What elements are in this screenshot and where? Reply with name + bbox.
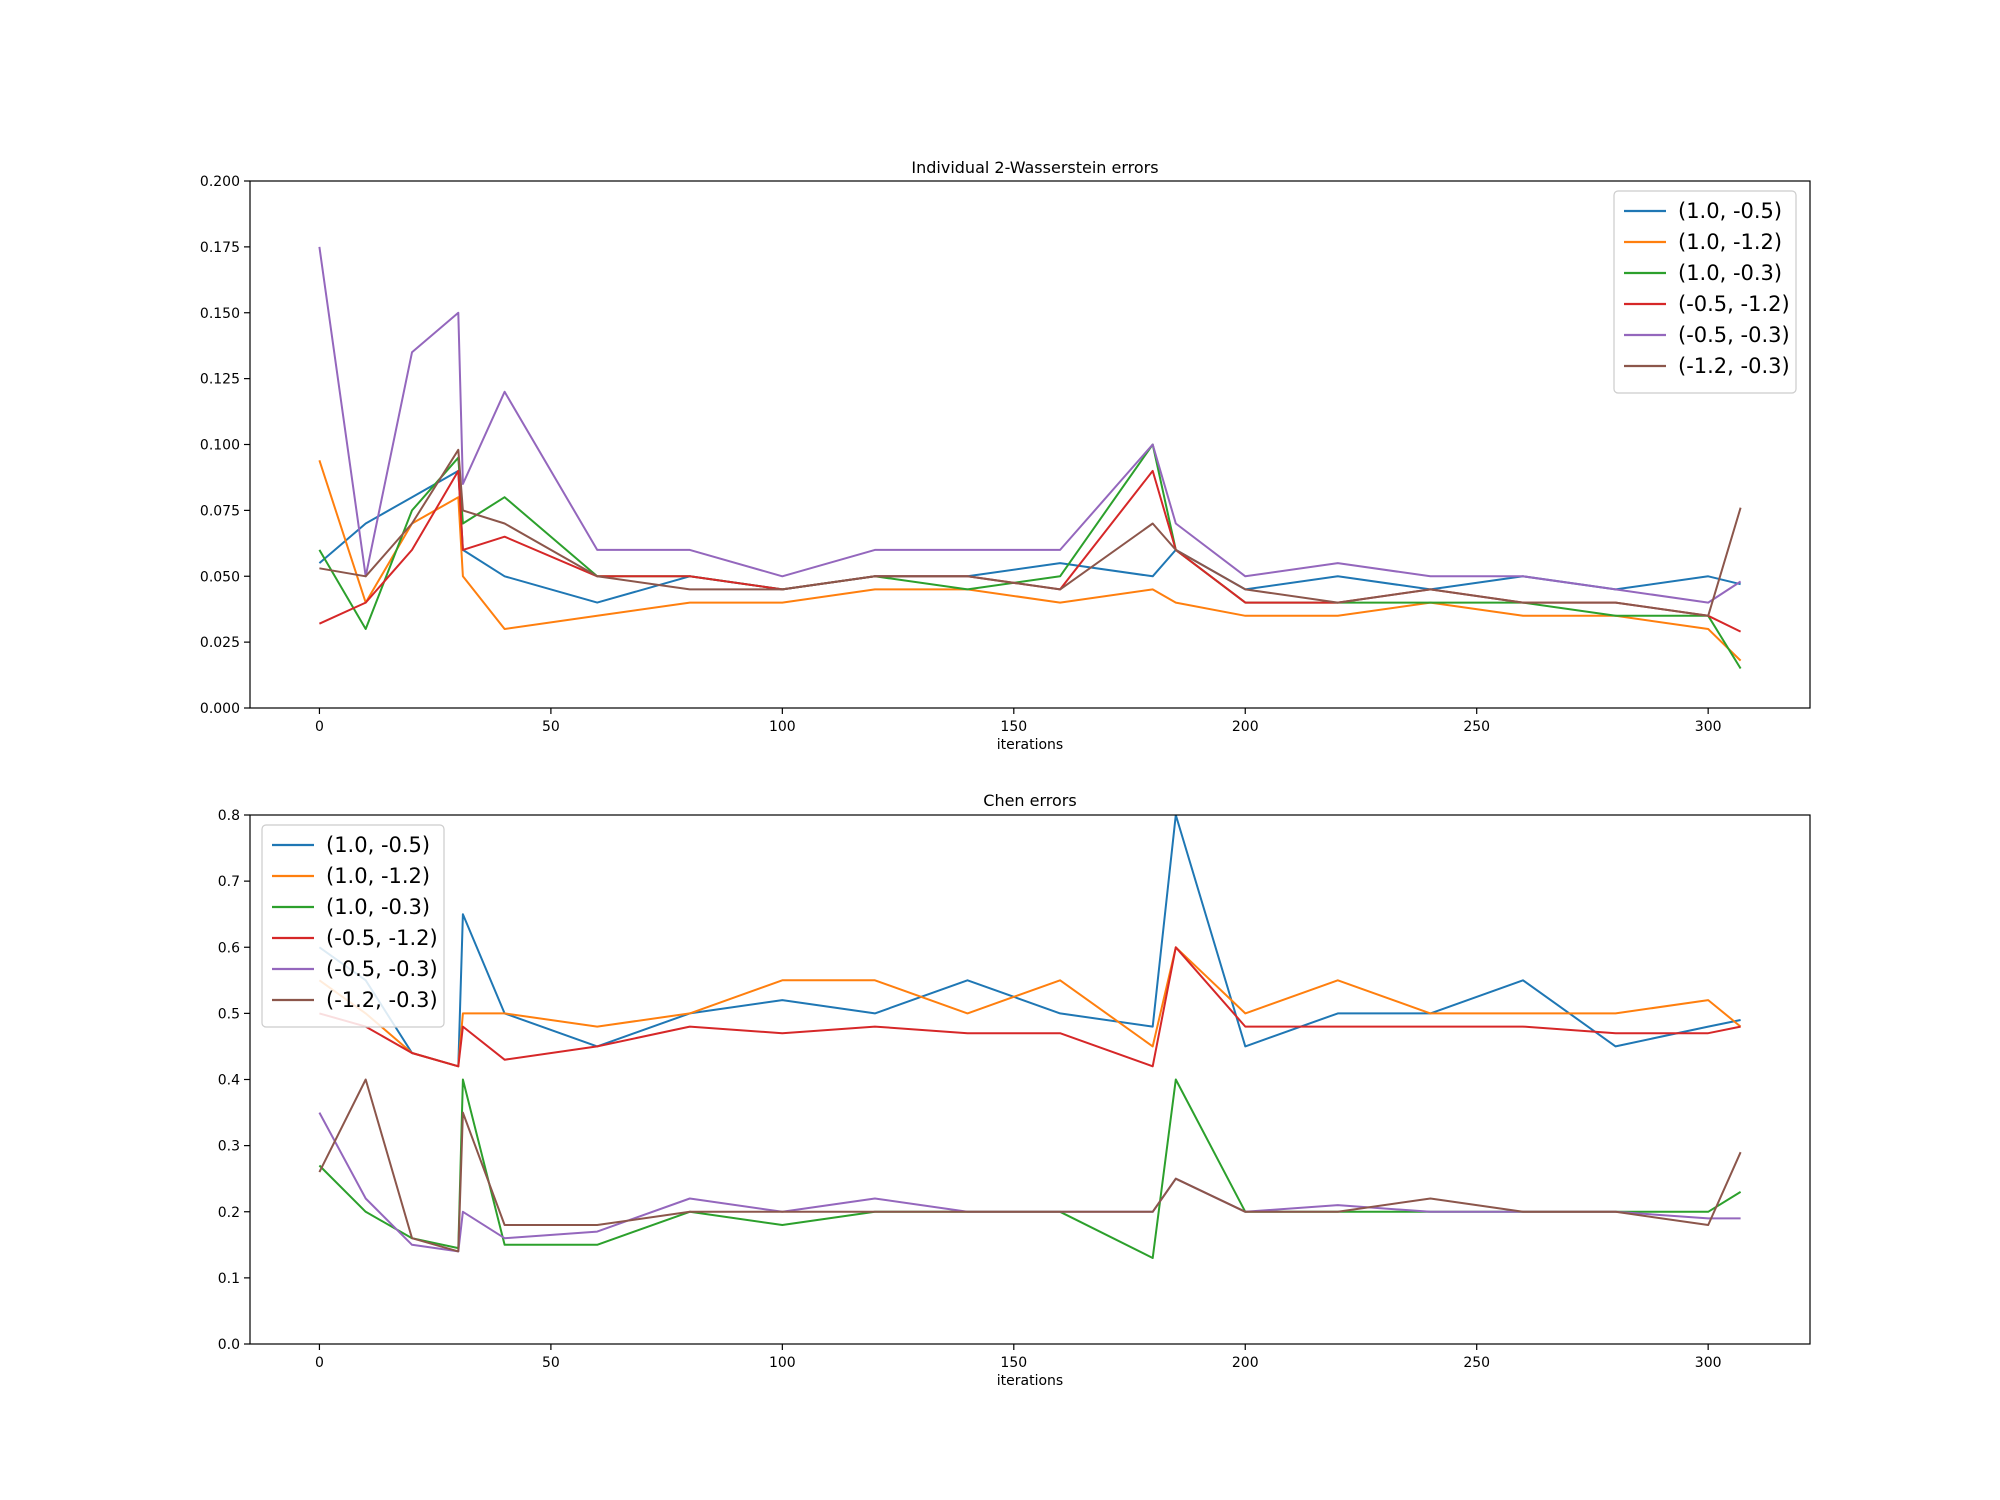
- x-tick-label: 0: [315, 1355, 324, 1371]
- x-tick-label: 250: [1463, 1355, 1490, 1371]
- x-tick-label: 300: [1695, 1355, 1722, 1371]
- series-line-6: [319, 448, 1742, 617]
- chen-errors-chart: Chen errors 0 50 100 150 200 250 300 0.0 0.1 0.2…: [218, 791, 1811, 1389]
- legend-entry: (-0.5, -1.2): [326, 926, 438, 950]
- y-tick-label: 0.2: [218, 1205, 240, 1221]
- y-tick-label: 0.100: [200, 438, 240, 454]
- chart-title: Individual 2-Wasserstein errors: [911, 158, 1158, 177]
- wasserstein-errors-chart: Individual 2-Wasserstein errors 0 50 100 15…: [200, 158, 1811, 753]
- axes-frame: [249, 814, 1811, 1345]
- chart-title: Chen errors: [983, 791, 1076, 810]
- plot-area: [318, 246, 1742, 670]
- x-axis: 0 50 100 150 200 250 300: [315, 1344, 1722, 1371]
- legend-entry: (1.0, -1.2): [1678, 230, 1782, 254]
- x-tick-label: 150: [1000, 719, 1027, 735]
- x-tick-label: 200: [1232, 1355, 1259, 1371]
- legend-entry: (-0.5, -0.3): [326, 957, 438, 981]
- y-tick-label: 0.5: [218, 1006, 240, 1022]
- y-tick-label: 0.175: [200, 240, 240, 256]
- y-tick-label: 0.000: [200, 701, 240, 717]
- y-tick-label: 0.025: [200, 635, 240, 651]
- y-tick-label: 0.8: [218, 808, 240, 824]
- y-tick-label: 0.050: [200, 569, 240, 585]
- series-line-3: [318, 443, 1742, 670]
- legend-entry: (1.0, -0.5): [1678, 199, 1782, 223]
- x-axis-label: iterations: [997, 737, 1063, 753]
- y-tick-label: 0.6: [218, 940, 240, 956]
- series-line-2: [318, 946, 1742, 1068]
- legend-entry: (1.0, -1.2): [326, 864, 430, 888]
- x-tick-label: 50: [542, 719, 560, 735]
- x-tick-label: 300: [1695, 719, 1722, 735]
- series-line-1: [318, 469, 1741, 604]
- legend-entry: (1.0, -0.3): [326, 895, 430, 919]
- series-line-6: [318, 1078, 1742, 1253]
- y-tick-label: 0.7: [218, 874, 240, 890]
- y-axis: 0.000 0.025 0.050 0.075 0.100 0.125 0.150 0.175…: [200, 174, 250, 717]
- x-axis: 0 50 100 150 200 250 300: [315, 708, 1722, 735]
- y-tick-label: 0.125: [200, 372, 240, 388]
- x-tick-label: 200: [1232, 719, 1259, 735]
- series-line-1: [318, 815, 1741, 1068]
- series-line-4: [318, 469, 1742, 633]
- y-tick-label: 0.1: [218, 1271, 240, 1287]
- plot-area: [318, 815, 1742, 1259]
- y-tick-label: 0.200: [200, 174, 240, 190]
- x-tick-label: 50: [542, 1355, 560, 1371]
- y-tick-label: 0.0: [218, 1337, 240, 1353]
- legend: (1.0, -0.5) (1.0, -1.2) (1.0, -0.3) (-0.5, …: [1613, 190, 1797, 394]
- legend-entry: (-1.2, -0.3): [1678, 354, 1790, 378]
- legend-entry: (1.0, -0.5): [326, 833, 430, 857]
- y-tick-label: 0.150: [200, 306, 240, 322]
- y-axis: 0.0 0.1 0.2 0.3 0.4 0.5 0.6 0.7 0.8: [218, 808, 250, 1353]
- x-axis-label: iterations: [997, 1373, 1063, 1389]
- series-line-5: [318, 246, 1742, 604]
- x-tick-label: 0: [315, 719, 324, 735]
- legend-entry: (-0.5, -0.3): [1678, 323, 1790, 347]
- legend-entry: (-1.2, -0.3): [326, 988, 438, 1012]
- y-tick-label: 0.3: [218, 1139, 240, 1155]
- x-tick-label: 100: [769, 719, 796, 735]
- legend: (1.0, -0.5) (1.0, -1.2) (1.0, -0.3) (-0.5, …: [261, 824, 445, 1028]
- x-tick-label: 250: [1463, 719, 1490, 735]
- x-tick-label: 150: [1000, 1355, 1027, 1371]
- series-line-4: [319, 946, 1741, 1068]
- legend-entry: (1.0, -0.3): [1678, 261, 1782, 285]
- series-line-5: [318, 1112, 1741, 1253]
- axes-frame: [249, 180, 1811, 709]
- legend-entry: (-0.5, -1.2): [1678, 292, 1790, 316]
- series-line-3: [318, 1078, 1742, 1259]
- x-tick-label: 100: [769, 1355, 796, 1371]
- y-tick-label: 0.075: [200, 503, 240, 519]
- y-tick-label: 0.4: [218, 1073, 240, 1089]
- series-line-2: [318, 459, 1742, 662]
